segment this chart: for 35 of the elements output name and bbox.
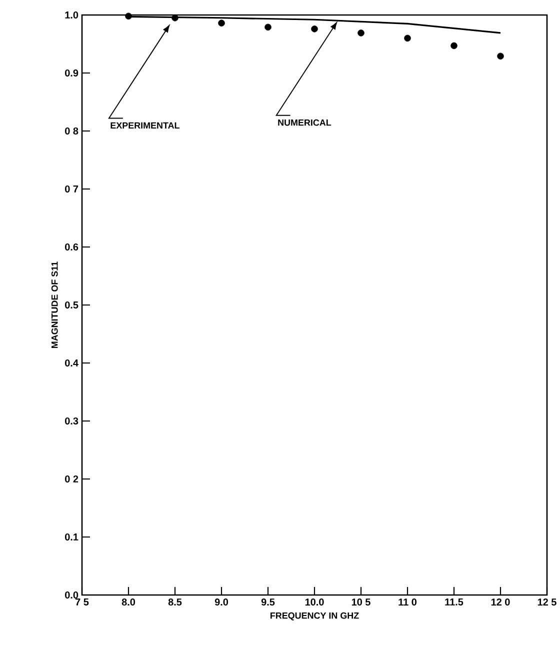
x-tick-label: 9.0	[214, 598, 228, 606]
x-tick-label: 11.5	[445, 598, 464, 606]
y-tick-label: 0.0	[65, 591, 78, 599]
y-tick-label: 0.9	[65, 69, 78, 77]
y-tick-label: 0.5	[65, 301, 78, 309]
point	[358, 30, 364, 36]
y-tick-label: 0.1	[65, 533, 78, 541]
point	[311, 26, 318, 32]
point	[264, 24, 272, 31]
x-tick-label: 12 5	[538, 598, 556, 606]
y-tick-label: 0.3	[65, 417, 78, 425]
x-tick-label: 8.0	[122, 598, 136, 606]
x-axis-title: FREQUENCY IN GHZ	[270, 612, 359, 620]
x-tick-label: 10 5	[352, 598, 370, 606]
point	[218, 20, 225, 26]
y-tick-label: 0 8	[65, 127, 78, 135]
x-tick-label: 12 0	[491, 598, 510, 606]
y-tick-label: 0.6	[65, 243, 78, 251]
point	[125, 12, 132, 20]
y-tick-label: 1.0	[65, 11, 78, 19]
x-tick-label: 7 5	[75, 598, 89, 606]
point	[497, 52, 504, 60]
y-tick-label: 0.4	[65, 359, 78, 367]
annotation: NUMERICAL	[278, 119, 332, 126]
point	[172, 14, 178, 22]
x-tick-label: 11 0	[398, 598, 417, 606]
x-tick-label: 10.0	[305, 598, 324, 606]
annotation: EXPERIMENTAL	[110, 122, 180, 128]
y-tick-label: 0 2	[65, 475, 78, 483]
y-tick-label: 0 7	[65, 185, 78, 193]
x-tick-label: 8.5	[168, 598, 182, 606]
point	[450, 42, 458, 50]
y-axis-title: MAGNITUDE OF S11	[51, 262, 58, 348]
point	[404, 34, 411, 42]
x-tick-label: 9.5	[261, 598, 275, 606]
